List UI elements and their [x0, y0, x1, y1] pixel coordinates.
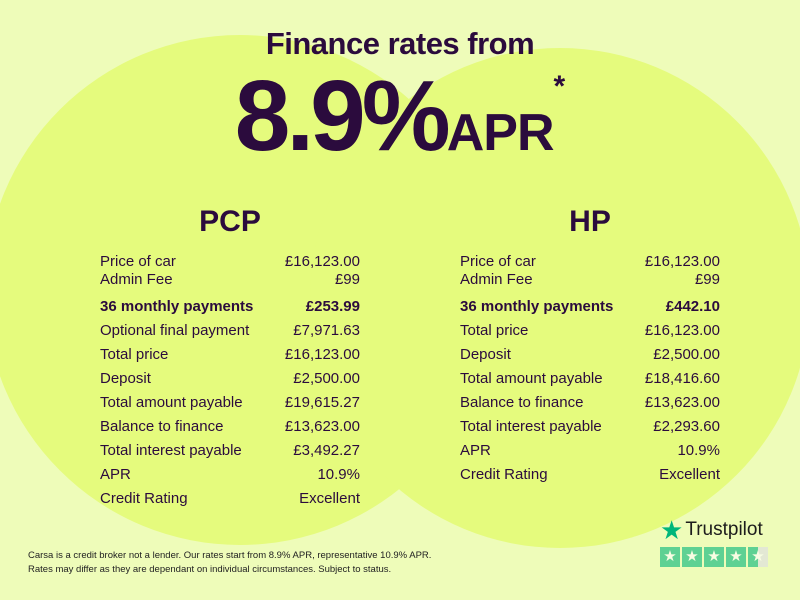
row-value: £2,293.60 [653, 418, 720, 435]
disclaimer: Carsa is a credit broker not a lender. O… [28, 549, 431, 577]
rate-value: 8.9% [234, 60, 451, 172]
row-value: £16,123.00 [644, 322, 720, 339]
trustpilot-name: Trustpilot [685, 519, 763, 540]
table-row: Deposit £2,500.00 [460, 343, 720, 367]
trustpilot-rating: ★ ★ ★ ★ ★ [660, 547, 768, 567]
rate-display: 8.9%APR* [0, 66, 800, 166]
row-value: £16,123.00 [284, 253, 360, 270]
row-label: APR [100, 466, 131, 483]
table-row: Credit Rating Excellent [100, 487, 360, 511]
disclaimer-line: Carsa is a credit broker not a lender. O… [28, 550, 432, 561]
table-row: APR 10.9% [460, 439, 720, 463]
hp-title: HP [569, 205, 611, 238]
table-row: Admin Fee £99 [460, 271, 720, 289]
table-row: Total price £16,123.00 [460, 319, 720, 343]
row-label: Balance to finance [100, 418, 224, 435]
row-label: Admin Fee [100, 271, 173, 288]
table-row: Total interest payable £3,492.27 [100, 439, 360, 463]
table-row: Balance to finance £13,623.00 [460, 391, 720, 415]
table-row: 36 monthly payments £253.99 [100, 295, 360, 319]
star-icon: ★ [704, 547, 724, 567]
row-value: Excellent [299, 490, 360, 507]
table-row: 36 monthly payments £442.10 [460, 295, 720, 319]
table-row: Price of car £16,123.00 [460, 253, 720, 271]
table-row: Optional final payment £7,971.63 [100, 319, 360, 343]
table-row: Credit Rating Excellent [460, 463, 720, 487]
disclaimer-line: Rates may differ as they are dependant o… [28, 564, 392, 575]
table-row: Price of car £16,123.00 [100, 253, 360, 271]
row-label: Deposit [100, 370, 151, 387]
row-value: Excellent [659, 466, 720, 483]
row-label: Total price [100, 346, 169, 363]
row-label: Total interest payable [100, 442, 242, 459]
row-value: £7,971.63 [293, 322, 360, 339]
table-row: Total amount payable £19,615.27 [100, 391, 360, 415]
table-row: Total price £16,123.00 [100, 343, 360, 367]
row-value: 10.9% [677, 442, 720, 459]
row-value: £16,123.00 [284, 346, 360, 363]
row-label: Credit Rating [460, 466, 548, 483]
row-value: £16,123.00 [644, 253, 720, 270]
star-icon: ★ [748, 547, 768, 567]
row-value: £2,500.00 [653, 346, 720, 363]
row-label: 36 monthly payments [460, 298, 614, 315]
table-row: Total interest payable £2,293.60 [460, 415, 720, 439]
table-row: Deposit £2,500.00 [100, 367, 360, 391]
row-value: £13,623.00 [644, 394, 720, 411]
table-row: Balance to finance £13,623.00 [100, 415, 360, 439]
trustpilot-logo: ★ Trustpilot [660, 517, 768, 543]
table-row: Total amount payable £18,416.60 [460, 367, 720, 391]
row-label: Total interest payable [460, 418, 602, 435]
row-label: 36 monthly payments [100, 298, 254, 315]
row-label: APR [460, 442, 491, 459]
star-icon: ★ [660, 515, 684, 545]
hp-table: HP Price of car £16,123.00 Admin Fee £99 36 … [460, 205, 720, 487]
row-value: £99 [694, 271, 720, 288]
row-value: 10.9% [317, 466, 360, 483]
table-row: Admin Fee £99 [100, 271, 360, 289]
row-value: £3,492.27 [293, 442, 360, 459]
row-value: £99 [334, 271, 360, 288]
rate-asterisk: * [553, 70, 566, 103]
row-label: Credit Rating [100, 490, 188, 507]
table-row: APR 10.9% [100, 463, 360, 487]
row-label: Optional final payment [100, 322, 250, 339]
row-value: £2,500.00 [293, 370, 360, 387]
row-label: Deposit [460, 346, 511, 363]
row-label: Price of car [460, 253, 536, 270]
trustpilot-badge[interactable]: ★ Trustpilot ★ ★ ★ ★ ★ [660, 517, 768, 567]
row-value: £18,416.60 [644, 370, 720, 387]
row-label: Total price [460, 322, 529, 339]
row-label: Balance to finance [460, 394, 584, 411]
background-circle-right [310, 48, 800, 548]
row-label: Price of car [100, 253, 176, 270]
headline: Finance rates from [265, 26, 535, 61]
star-icon: ★ [660, 547, 680, 567]
row-label: Admin Fee [460, 271, 533, 288]
row-label: Total amount payable [100, 394, 243, 411]
pcp-title: PCP [199, 205, 261, 238]
star-icon: ★ [682, 547, 702, 567]
pcp-table: PCP Price of car £16,123.00 Admin Fee £99 36… [100, 205, 360, 511]
row-value: £19,615.27 [284, 394, 360, 411]
star-icon: ★ [726, 547, 746, 567]
rate-suffix: APR [446, 104, 555, 162]
row-value: £253.99 [305, 298, 360, 315]
row-value: £13,623.00 [284, 418, 360, 435]
row-value: £442.10 [665, 298, 720, 315]
row-label: Total amount payable [460, 370, 603, 387]
